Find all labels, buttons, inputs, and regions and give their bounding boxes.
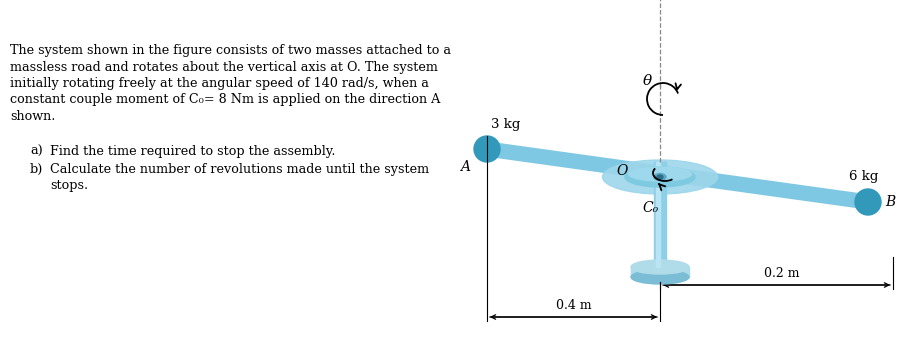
Bar	[656, 162, 660, 267]
Ellipse shape	[629, 167, 691, 181]
Ellipse shape	[657, 175, 663, 179]
Text: Calculate the number of revolutions made until the system: Calculate the number of revolutions made…	[50, 163, 429, 176]
Circle shape	[855, 189, 881, 215]
Text: B: B	[885, 195, 895, 209]
Text: θ: θ	[643, 74, 652, 88]
Text: stops.: stops.	[50, 180, 88, 193]
Text: constant couple moment of C₀= 8 Nm is applied on the direction A: constant couple moment of C₀= 8 Nm is ap…	[10, 93, 440, 106]
Text: 0.4 m: 0.4 m	[556, 299, 591, 312]
Text: C₀: C₀	[642, 201, 658, 215]
Bar	[631, 267, 689, 277]
Text: initially rotating freely at the angular speed of 140 rad/s, when a: initially rotating freely at the angular…	[10, 77, 429, 90]
Bar	[654, 162, 666, 267]
Text: 3 kg: 3 kg	[491, 118, 520, 131]
Ellipse shape	[631, 270, 689, 284]
Text: Find the time required to stop the assembly.: Find the time required to stop the assem…	[50, 144, 336, 157]
Text: O: O	[617, 164, 628, 178]
Text: shown.: shown.	[10, 110, 56, 123]
Text: The system shown in the figure consists of two masses attached to a: The system shown in the figure consists …	[10, 44, 451, 57]
Text: 6 kg: 6 kg	[850, 170, 878, 183]
Text: massless road and rotates about the vertical axis at O. The system: massless road and rotates about the vert…	[10, 60, 438, 73]
Text: a): a)	[30, 144, 43, 157]
Circle shape	[474, 136, 500, 162]
Ellipse shape	[603, 160, 718, 194]
Text: 0.2 m: 0.2 m	[764, 267, 799, 280]
Ellipse shape	[625, 167, 695, 187]
Text: A: A	[460, 160, 470, 174]
Text: b): b)	[30, 163, 43, 176]
Ellipse shape	[654, 173, 666, 181]
Ellipse shape	[631, 260, 689, 274]
